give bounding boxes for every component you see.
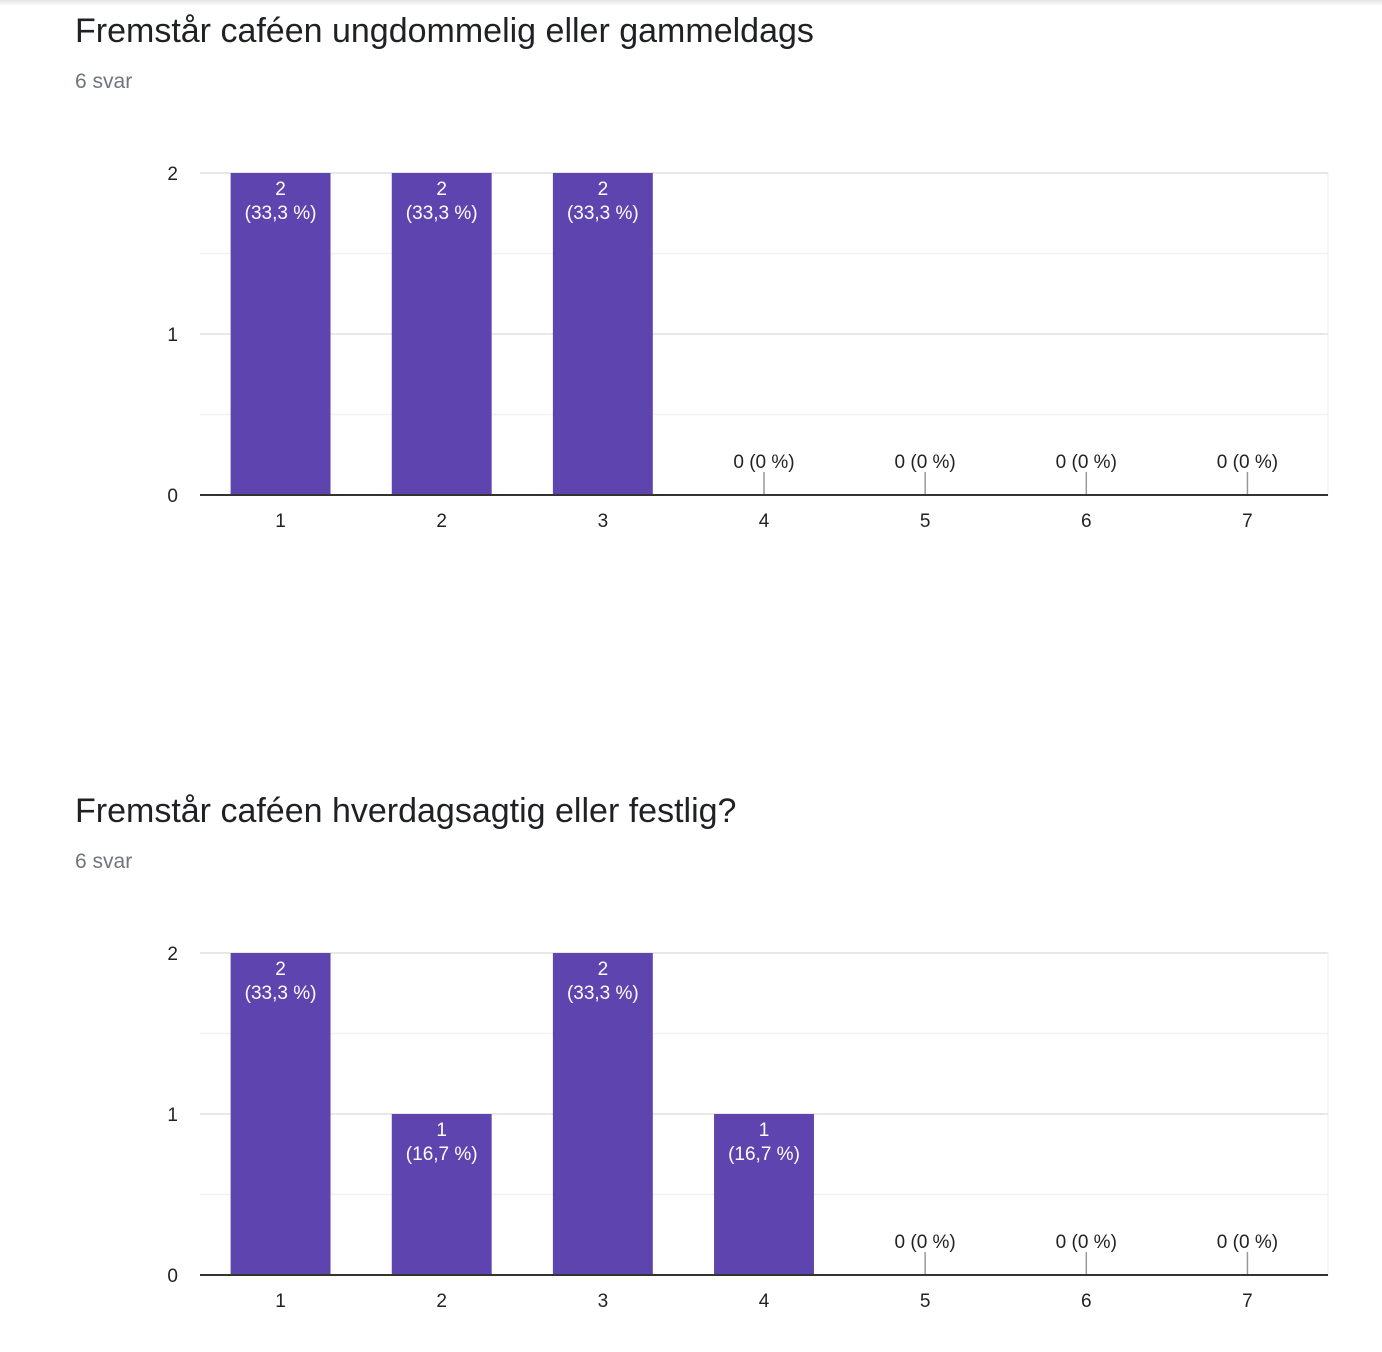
data-label: 0 (0 %): [1056, 1232, 1117, 1253]
data-label: (33,3 %): [567, 983, 639, 1004]
x-tick-label: 5: [920, 511, 931, 532]
x-tick-label: 5: [920, 1291, 931, 1312]
data-label: 0 (0 %): [1217, 1232, 1278, 1253]
bar-chart-2: 0 1 2 2 (33,3 %) 1 1 (16,7 %) 2 2 (33,3 %) 3 1 (16,7 …: [0, 792, 1382, 1352]
y-tick-label: 1: [167, 325, 178, 346]
data-label: 2: [275, 959, 286, 980]
y-tick-label: 0: [167, 1266, 178, 1287]
bar: [391, 1114, 492, 1275]
data-label: 0 (0 %): [733, 452, 794, 473]
bar: [391, 173, 492, 495]
x-tick-label: 4: [759, 1291, 770, 1312]
x-tick-label: 3: [598, 511, 609, 532]
bar-chart-svg: 0 1 2 2 (33,3 %) 1 2 (33,3 %) 2 2 (33,3 %) 3 0 (0 %)…: [167, 164, 1329, 532]
x-tick-label: 7: [1242, 1291, 1253, 1312]
bar-chart-svg: 0 1 2 2 (33,3 %) 1 1 (16,7 %) 2 2 (33,3 %) 3 1 (16,7 …: [167, 944, 1329, 1312]
question-title: Fremstår caféen hverdagsagtig eller fest…: [75, 792, 737, 830]
data-label: 2: [598, 959, 609, 980]
data-label: (33,3 %): [406, 203, 478, 224]
x-tick-label: 2: [436, 511, 447, 532]
data-label: 2: [598, 179, 609, 200]
x-tick-label: 4: [759, 511, 770, 532]
x-tick-label: 2: [436, 1291, 447, 1312]
x-tick-label: 6: [1081, 511, 1092, 532]
data-label: (33,3 %): [245, 983, 317, 1004]
response-count: 6 svar: [75, 70, 133, 93]
data-label: 0 (0 %): [1056, 452, 1117, 473]
x-tick-label: 6: [1081, 1291, 1092, 1312]
y-tick-label: 2: [167, 944, 178, 965]
y-tick-label: 2: [167, 164, 178, 185]
bar-chart-1: 0 1 2 2 (33,3 %) 1 2 (33,3 %) 2 2 (33,3 %) 3 0 (0 %)…: [0, 12, 1382, 572]
y-tick-label: 1: [167, 1105, 178, 1126]
bar: [230, 953, 331, 1275]
data-label: (33,3 %): [245, 203, 317, 224]
y-tick-label: 0: [167, 486, 178, 507]
data-label: (16,7 %): [406, 1144, 478, 1165]
top-shadow: [0, 0, 1382, 6]
data-label: (33,3 %): [567, 203, 639, 224]
x-tick-label: 3: [598, 1291, 609, 1312]
bar: [552, 173, 653, 495]
x-tick-label: 7: [1242, 511, 1253, 532]
data-label: 2: [436, 179, 447, 200]
data-label: (16,7 %): [728, 1144, 800, 1165]
question-title: Fremstår caféen ungdommelig eller gammel…: [75, 12, 814, 50]
data-label: 0 (0 %): [895, 1232, 956, 1253]
x-tick-label: 1: [275, 511, 286, 532]
bar: [230, 173, 331, 495]
bar: [552, 953, 653, 1275]
data-label: 0 (0 %): [1217, 452, 1278, 473]
x-tick-label: 1: [275, 1291, 286, 1312]
data-label: 1: [759, 1120, 770, 1141]
data-label: 1: [436, 1120, 447, 1141]
data-label: 0 (0 %): [895, 452, 956, 473]
bar: [714, 1114, 814, 1275]
data-label: 2: [275, 179, 286, 200]
response-count: 6 svar: [75, 850, 133, 873]
